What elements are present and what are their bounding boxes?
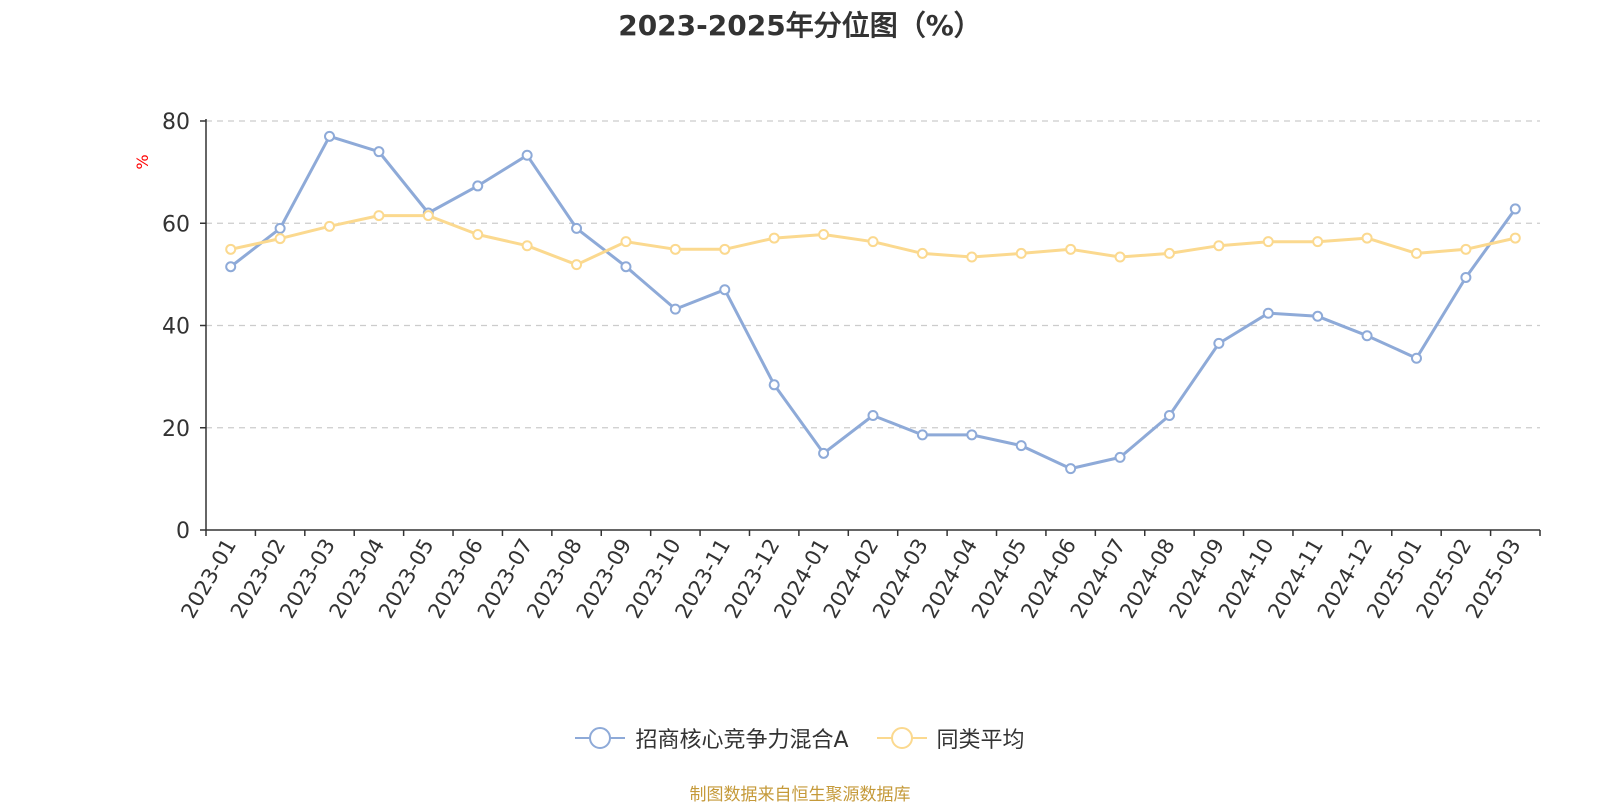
legend-label: 招商核心竞争力混合A — [635, 728, 849, 753]
data-point-series-1 — [669, 303, 681, 315]
data-point-series-2 — [620, 236, 632, 248]
data-point-series-2 — [225, 243, 237, 255]
chart-title: 2023-2025年分位图（%） — [618, 9, 982, 42]
data-point-series-1 — [966, 429, 978, 441]
data-point-series-2 — [1361, 232, 1373, 244]
data-point-series-1 — [1015, 440, 1027, 452]
data-point-series-1 — [1460, 271, 1472, 283]
data-point-series-1 — [571, 222, 583, 234]
data-point-series-1 — [1114, 451, 1126, 463]
legend-marker-icon — [876, 726, 927, 750]
data-point-series-2 — [1410, 247, 1422, 259]
data-point-series-1 — [1262, 307, 1274, 319]
y-tick-label: 60 — [162, 212, 190, 237]
data-point-series-2 — [422, 210, 434, 222]
data-point-series-2 — [1015, 247, 1027, 259]
legend-item-series-1[interactable]: 招商核心竞争力混合A — [575, 722, 849, 754]
data-point-series-2 — [669, 243, 681, 255]
data-point-series-1 — [1213, 337, 1225, 349]
data-point-series-1 — [521, 149, 533, 161]
data-point-series-2 — [521, 240, 533, 252]
data-point-series-2 — [1460, 243, 1472, 255]
data-point-series-1 — [916, 429, 928, 441]
data-point-series-2 — [1065, 243, 1077, 255]
data-point-series-2 — [719, 243, 731, 255]
data-point-series-1 — [1065, 463, 1077, 475]
data-point-series-2 — [274, 233, 286, 245]
data-point-series-2 — [571, 259, 583, 271]
data-point-series-2 — [1163, 247, 1175, 259]
data-point-series-1 — [1312, 310, 1324, 322]
data-point-series-2 — [818, 228, 830, 240]
data-point-series-2 — [966, 251, 978, 263]
legend-item-series-2[interactable]: 同类平均 — [876, 722, 1025, 754]
data-point-series-2 — [373, 210, 385, 222]
data-point-series-1 — [324, 130, 336, 142]
data-point-series-1 — [768, 379, 780, 391]
data-point-series-1 — [818, 447, 830, 459]
y-tick-label: 80 — [162, 110, 190, 135]
data-point-series-1 — [1509, 203, 1521, 215]
data-point-series-2 — [1262, 236, 1274, 248]
y-tick-label: 40 — [162, 315, 190, 340]
data-point-series-2 — [867, 236, 879, 248]
data-point-series-1 — [472, 180, 484, 192]
data-point-series-1 — [1361, 330, 1373, 342]
data-point-series-1 — [225, 261, 237, 273]
data-point-series-2 — [916, 247, 928, 259]
source-note: 制图数据来自恒生聚源数据库 — [689, 785, 911, 805]
legend-label: 同类平均 — [936, 728, 1025, 753]
y-tick-label: 20 — [162, 417, 190, 442]
data-point-series-2 — [768, 232, 780, 244]
line-chart: 020406080%2023-012023-022023-032023-0420… — [133, 110, 1541, 622]
legend-marker-icon — [575, 726, 626, 750]
data-point-series-1 — [620, 261, 632, 273]
y-axis-label: % — [133, 154, 152, 169]
data-point-series-1 — [274, 222, 286, 234]
data-point-series-1 — [373, 146, 385, 158]
data-point-series-2 — [324, 220, 336, 232]
legend: 招商核心竞争力混合A 同类平均 — [0, 722, 1600, 754]
data-point-series-2 — [1114, 251, 1126, 263]
data-point-series-1 — [1163, 409, 1175, 421]
data-point-series-2 — [1213, 240, 1225, 252]
data-point-series-1 — [719, 284, 731, 296]
y-tick-label: 0 — [176, 519, 190, 544]
data-point-series-1 — [1410, 352, 1422, 364]
data-point-series-2 — [1509, 232, 1521, 244]
data-point-series-2 — [1312, 236, 1324, 248]
data-point-series-2 — [472, 228, 484, 240]
data-point-series-1 — [867, 409, 879, 421]
